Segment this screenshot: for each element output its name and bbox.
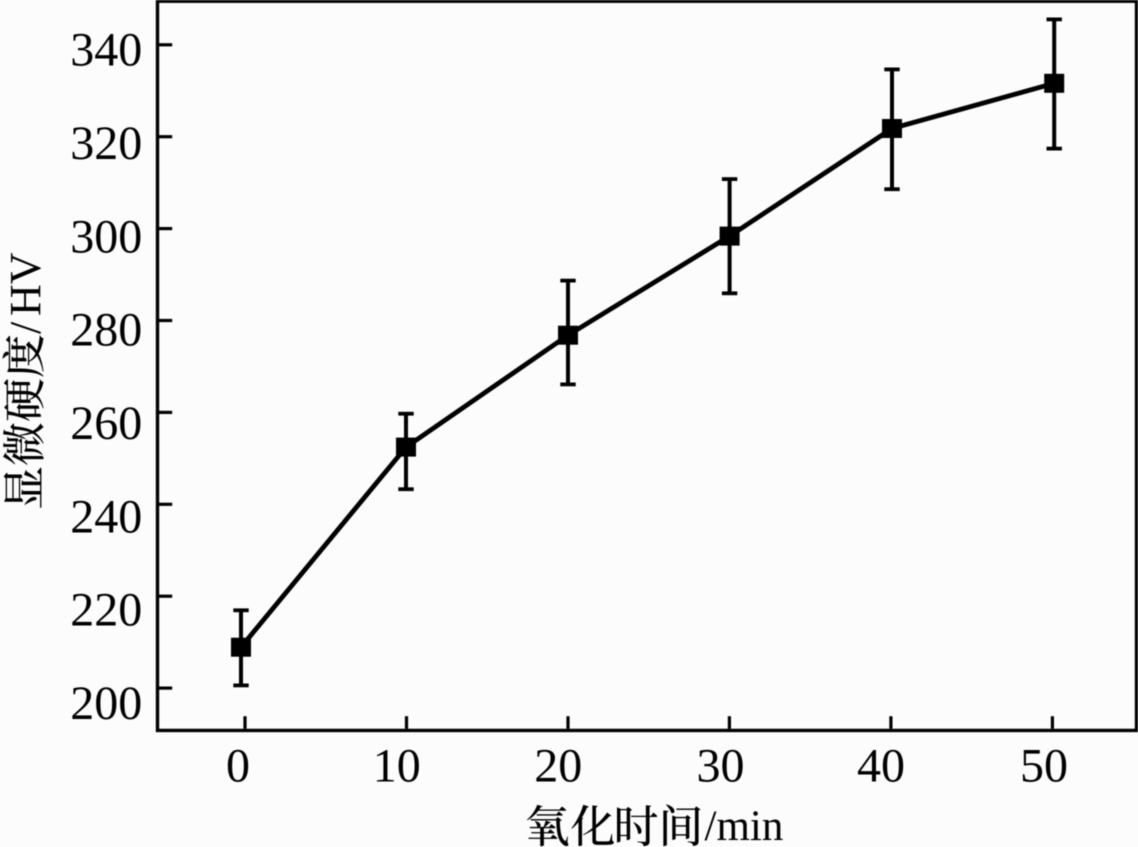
svg-text:340: 340 <box>70 24 142 77</box>
svg-text:0: 0 <box>226 740 250 793</box>
svg-text:HV: HV <box>1 252 50 316</box>
svg-text:240: 240 <box>70 490 142 543</box>
svg-text:260: 260 <box>70 397 142 450</box>
svg-text:280: 280 <box>70 304 142 357</box>
svg-text:300: 300 <box>70 210 142 263</box>
svg-text:20: 20 <box>534 740 582 793</box>
svg-text:/: / <box>1 321 50 334</box>
svg-text:10: 10 <box>373 740 421 793</box>
svg-text:40: 40 <box>857 740 905 793</box>
svg-text:220: 220 <box>70 584 142 637</box>
svg-text:320: 320 <box>70 117 142 170</box>
svg-text:50: 50 <box>1020 740 1068 793</box>
svg-text:/min: /min <box>705 803 784 847</box>
svg-text:200: 200 <box>70 677 142 730</box>
svg-text:30: 30 <box>697 740 745 793</box>
